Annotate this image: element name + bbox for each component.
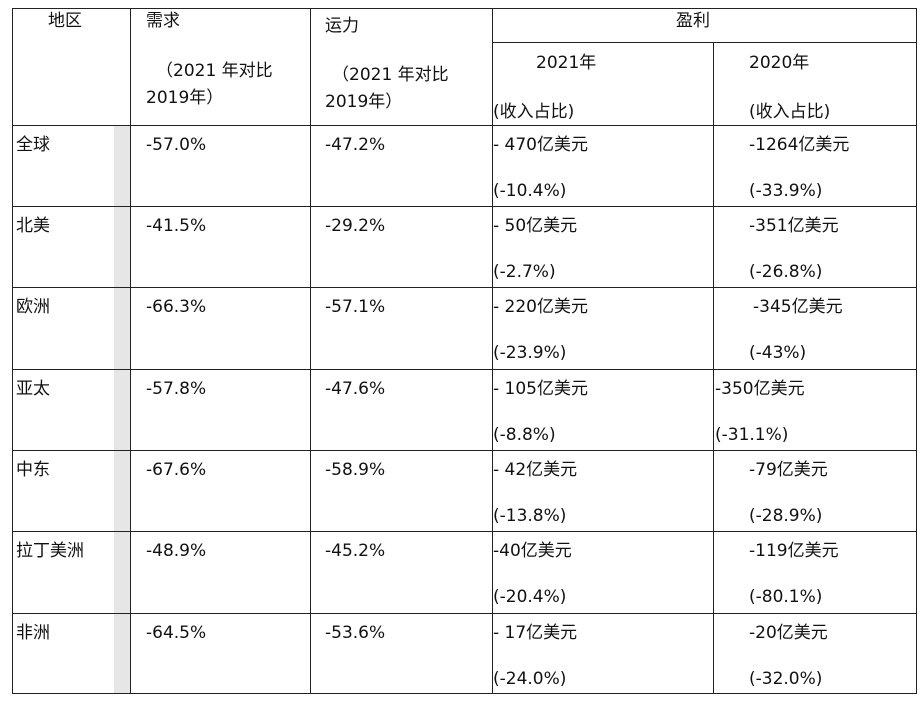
profit-2021-cell: - 42亿美元	[493, 460, 578, 480]
capacity-cell: -47.6%	[325, 379, 386, 399]
demand-cell: -67.6%	[146, 460, 207, 480]
share-2020-cell: (-31.1%)	[715, 425, 789, 445]
share-2020-cell: (-32.0%)	[749, 669, 823, 689]
profit-2021-cell: - 470亿美元	[493, 135, 588, 155]
demand-cell: -48.9%	[146, 541, 207, 561]
header-year-2020: 2020年	[749, 53, 810, 73]
region-cell: 欧洲	[16, 297, 50, 317]
header-profit: 盈利	[676, 11, 710, 31]
share-2021-cell: (-24.0%)	[493, 669, 567, 689]
data-table: 地区 需求 （2021 年对比 2019年） 运力 （2021 年对比 2019…	[12, 8, 917, 694]
grid-line	[12, 531, 917, 532]
capacity-cell: -58.9%	[325, 460, 386, 480]
header-region: 地区	[48, 11, 82, 31]
profit-2020-cell: -345亿美元	[753, 297, 843, 317]
header-demand: 需求	[146, 11, 180, 31]
header-share-2021: (收入占比)	[493, 102, 575, 122]
region-cell: 亚太	[16, 379, 50, 399]
capacity-cell: -47.2%	[325, 135, 386, 155]
region-cell: 全球	[16, 135, 50, 155]
capacity-cell: -57.1%	[325, 297, 386, 317]
share-2021-cell: (-8.8%)	[493, 425, 556, 445]
demand-cell: -41.5%	[146, 216, 207, 236]
header-demand-sub-1: （2021 年对比	[156, 61, 273, 81]
share-2021-cell: (-23.9%)	[493, 343, 567, 363]
share-2021-cell: (-10.4%)	[493, 181, 567, 201]
grid-line	[713, 42, 714, 694]
demand-cell: -57.8%	[146, 379, 207, 399]
header-capacity-sub-2: 2019年）	[325, 92, 403, 112]
share-2021-cell: (-13.8%)	[493, 506, 567, 526]
capacity-cell: -53.6%	[325, 623, 386, 643]
grid-line	[12, 369, 917, 370]
grid-line	[492, 42, 917, 43]
grid-line	[12, 450, 917, 451]
grid-line	[12, 125, 917, 126]
grid-line	[12, 613, 917, 614]
header-year-2021: 2021年	[536, 53, 597, 73]
profit-2021-cell: - 50亿美元	[493, 216, 578, 236]
share-2020-cell: (-28.9%)	[749, 506, 823, 526]
profit-2021-cell: - 105亿美元	[493, 379, 588, 399]
header-demand-sub-2: 2019年）	[146, 88, 224, 108]
profit-2020-cell: -350亿美元	[715, 379, 805, 399]
profit-2020-cell: -1264亿美元	[749, 135, 850, 155]
grid-line	[310, 8, 311, 694]
header-share-2020: (收入占比)	[749, 102, 831, 122]
grid-line	[12, 206, 917, 207]
share-2021-cell: (-2.7%)	[493, 262, 556, 282]
grid-line	[492, 8, 493, 694]
header-capacity-sub-1: （2021 年对比	[332, 65, 449, 85]
share-2021-cell: (-20.4%)	[493, 587, 567, 607]
share-2020-cell: (-80.1%)	[749, 587, 823, 607]
grid-line	[916, 8, 917, 694]
demand-cell: -57.0%	[146, 135, 207, 155]
region-cell: 非洲	[16, 623, 50, 643]
grid-line	[12, 8, 13, 694]
region-cell: 拉丁美洲	[16, 541, 84, 561]
grid-line	[12, 8, 917, 9]
grid-line	[12, 287, 917, 288]
profit-2020-cell: -20亿美元	[749, 623, 828, 643]
share-2020-cell: (-26.8%)	[749, 262, 823, 282]
grid-line	[12, 693, 917, 694]
region-cell: 中东	[16, 460, 50, 480]
profit-2021-cell: -40亿美元	[493, 541, 572, 561]
capacity-cell: -45.2%	[325, 541, 386, 561]
grid-line	[130, 8, 131, 694]
header-capacity: 运力	[325, 16, 359, 36]
profit-2020-cell: -119亿美元	[749, 541, 839, 561]
profit-2021-cell: - 220亿美元	[493, 297, 588, 317]
demand-cell: -64.5%	[146, 623, 207, 643]
profit-2020-cell: -79亿美元	[749, 460, 828, 480]
demand-cell: -66.3%	[146, 297, 207, 317]
share-2020-cell: (-43%)	[749, 343, 807, 363]
profit-2021-cell: - 17亿美元	[493, 623, 578, 643]
share-2020-cell: (-33.9%)	[749, 181, 823, 201]
profit-2020-cell: -351亿美元	[749, 216, 839, 236]
capacity-cell: -29.2%	[325, 216, 386, 236]
region-cell: 北美	[16, 216, 50, 236]
region-column-shade	[114, 125, 130, 694]
